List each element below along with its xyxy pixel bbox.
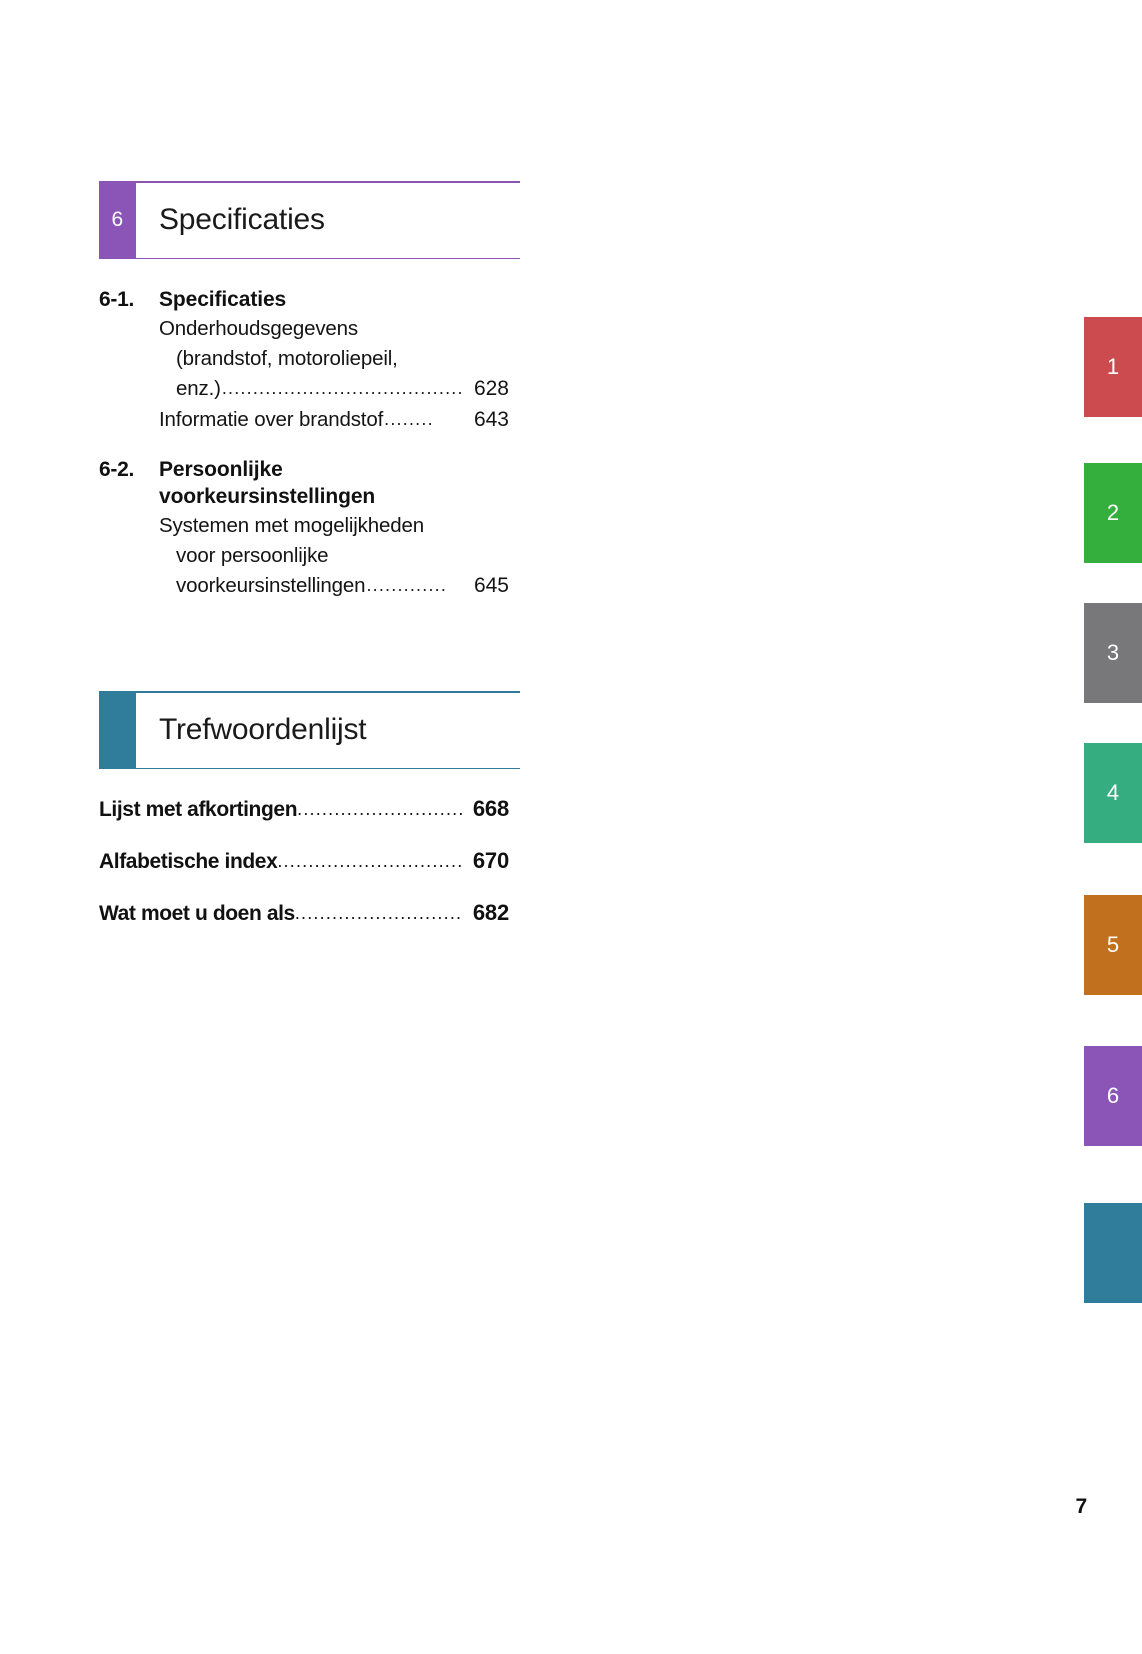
toc-section-6-1: 6-1. Specificaties Onderhoudsgegevens (b… — [99, 286, 509, 436]
toc-leader-dots: ........................................… — [221, 377, 462, 398]
toc-section-title: Specificaties — [159, 288, 287, 311]
index-entry-label: Lijst met afkortingen — [99, 798, 298, 821]
index-page-number: 682 — [472, 900, 509, 925]
index-leader-dots: .............................. — [277, 851, 463, 871]
toc-entry-continuation[interactable]: enz.) ..................................… — [99, 374, 509, 405]
thumb-tab-label: 2 — [1106, 500, 1120, 525]
toc-entry-label: Onderhoudsgegevens — [159, 316, 359, 340]
thumb-tab-4[interactable]: 4 — [1084, 743, 1142, 843]
toc-entry-label: voor persoonlijke — [176, 544, 329, 568]
toc-entry-continuation[interactable]: (brandstof, motoroliepeil, — [99, 344, 509, 374]
chapter-title-wrap: Trefwoordenlijst — [136, 691, 520, 769]
index-entry-label: Alfabetische index — [99, 850, 278, 873]
thumb-tab-label: 5 — [1106, 932, 1120, 957]
toc-section-6-2: 6-2. Persoonlijke voorkeursinstellingen … — [99, 456, 509, 603]
toc-page-number: 643 — [473, 407, 509, 431]
thumb-tab-2[interactable]: 2 — [1084, 463, 1142, 563]
toc-page-number: 645 — [473, 574, 509, 598]
toc-entry-label: voorkeursinstellingen — [176, 574, 366, 598]
index-entry[interactable]: Lijst met afkortingen ..................… — [99, 796, 509, 848]
thumb-tab-5[interactable]: 5 — [1084, 895, 1142, 995]
toc-section-number: 6-1. — [99, 288, 134, 311]
page-folio: 7 — [1075, 1495, 1088, 1519]
toc-page-number: 628 — [473, 376, 509, 400]
index-entry[interactable]: Wat moet u doen als ....................… — [99, 900, 509, 952]
folio-number: 7 — [1075, 1495, 1088, 1518]
chapter-header-trefwoordenlijst: Trefwoordenlijst — [99, 691, 520, 769]
thumb-tab-index[interactable] — [1084, 1203, 1142, 1303]
index-entry[interactable]: Alfabetische index .....................… — [99, 848, 509, 900]
chapter-number-badge: 6 — [99, 181, 136, 259]
thumb-tab-label: 1 — [1106, 354, 1120, 379]
toc-entry-continuation[interactable]: voorkeursinstellingen ............. 645 — [99, 571, 509, 602]
chapter-title: Trefwoordenlijst — [159, 713, 367, 746]
thumb-tab-label: 6 — [1106, 1083, 1120, 1108]
toc-entry-label: enz.) — [176, 376, 221, 400]
toc-leader-dots: ........ — [384, 408, 434, 429]
chapter-number-badge — [99, 691, 136, 769]
toc-entry-label: (brandstof, motoroliepeil, — [176, 346, 398, 370]
toc-entry[interactable]: Informatie over brandstof ........ 643 — [99, 405, 509, 436]
index-leader-dots: ........................... — [297, 799, 463, 819]
thumb-tab-label: 4 — [1106, 780, 1120, 805]
toc-entry-continuation[interactable]: voor persoonlijke — [99, 541, 509, 571]
toc-section-heading: 6-1. Specificaties — [99, 286, 509, 314]
toc-section-number: 6-2. — [99, 457, 134, 481]
thumb-tab-label: 3 — [1106, 640, 1120, 665]
index-page-number: 668 — [472, 796, 509, 821]
index-entry-label: Wat moet u doen als — [99, 902, 295, 925]
toc-section-heading-line2: voorkeursinstellingen — [99, 483, 509, 511]
toc-entry[interactable]: Systemen met mogelijkheden — [99, 511, 509, 541]
thumb-tab-3[interactable]: 3 — [1084, 603, 1142, 703]
thumb-tab-6[interactable]: 6 — [1084, 1046, 1142, 1146]
index-page-number: 670 — [472, 848, 509, 873]
toc-entry-label: Systemen met mogelijkheden — [159, 514, 425, 538]
toc-entry-label: Informatie over brandstof — [159, 407, 384, 431]
thumb-tab-1[interactable]: 1 — [1084, 317, 1142, 417]
chapter-title: Specificaties — [159, 203, 325, 236]
toc-section-heading: 6-2. Persoonlijke — [99, 456, 509, 484]
chapter-title-wrap: Specificaties — [136, 181, 520, 259]
toc-section-title: Persoonlijke — [159, 457, 283, 481]
table-of-contents: 6-1. Specificaties Onderhoudsgegevens (b… — [99, 286, 509, 602]
chapter-number: 6 — [111, 208, 124, 231]
index-leader-dots: ........................... — [294, 903, 463, 923]
toc-entry[interactable]: Onderhoudsgegevens — [99, 314, 509, 344]
index-entry-list: Lijst met afkortingen ..................… — [99, 796, 509, 952]
toc-leader-dots: ............. — [366, 575, 448, 596]
toc-section-title-continuation: voorkeursinstellingen — [159, 485, 376, 509]
chapter-header-specificaties: 6 Specificaties — [99, 181, 520, 259]
